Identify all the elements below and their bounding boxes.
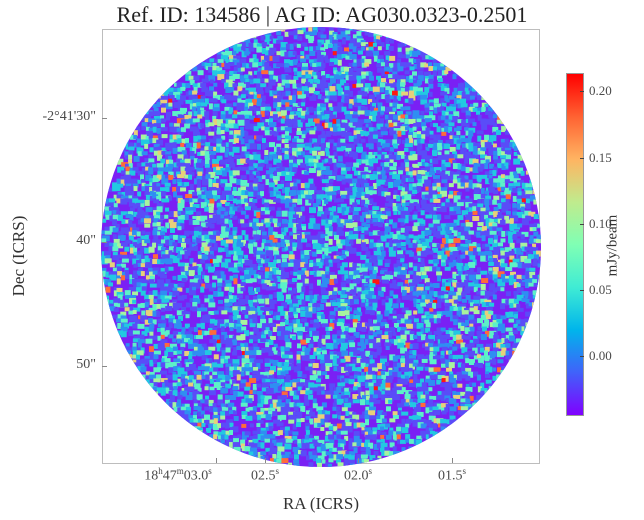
x-tick-label-2: 02.0s: [343, 466, 373, 484]
colorbar-tickmark: [580, 356, 584, 357]
y-tick-label-0: -2°41'30": [42, 109, 97, 124]
x-tickmark: [265, 458, 266, 463]
y-tick-label-1: 40": [76, 233, 96, 248]
colorbar-tick-label-1: 0.15: [589, 150, 612, 165]
x-tick-label-0: 18h47m03.0s: [144, 466, 212, 484]
x-tickmark: [358, 458, 359, 463]
y-axis-label: Dec (ICRS): [9, 215, 28, 297]
y-tickmark: [102, 118, 107, 119]
colorbar-tick-label-2: 0.10: [589, 216, 612, 231]
y-tickmark: [102, 366, 107, 367]
colorbar-tickmark: [580, 91, 584, 92]
x-tickmark: [452, 458, 453, 463]
colorbar-tick-label-3: 0.05: [589, 282, 612, 297]
y-tick-label-2: 50": [76, 357, 96, 372]
x-tick-label-1: 02.5s: [250, 466, 280, 484]
x-tick-label-3: 01.5s: [437, 466, 467, 484]
colorbar: [566, 73, 584, 416]
plot-title: Ref. ID: 134586 | AG ID: AG030.0323-0.25…: [116, 2, 528, 27]
colorbar-tickmark: [580, 224, 584, 225]
colorbar-label: mJy/beam: [604, 214, 621, 277]
colorbar-tick-label-0: 0.20: [589, 83, 612, 98]
colorbar-tick-label-4: 0.00: [589, 348, 612, 363]
colorbar-tickmark: [580, 158, 584, 159]
x-axis-label: RA (ICRS): [282, 494, 360, 513]
noise-disk: [101, 27, 541, 467]
y-tickmark: [102, 242, 107, 243]
x-tickmark: [216, 458, 217, 463]
colorbar-tickmark: [580, 290, 584, 291]
